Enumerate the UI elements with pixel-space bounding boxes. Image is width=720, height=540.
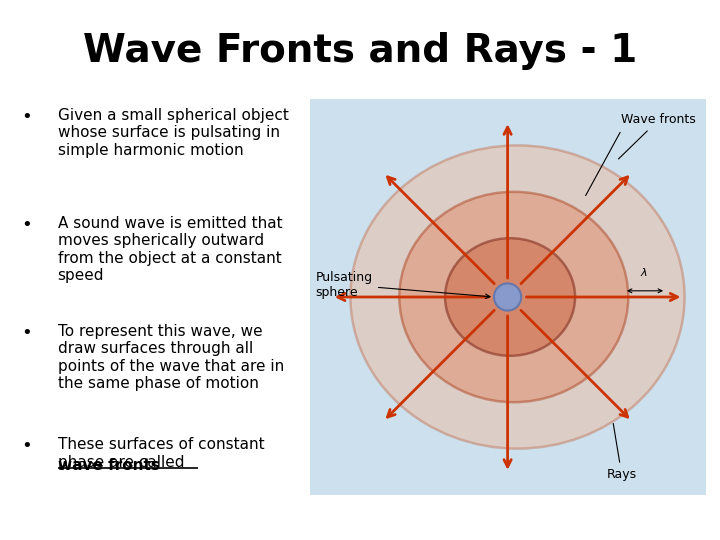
Text: •: • — [22, 324, 32, 342]
Text: Given a small spherical object
whose surface is pulsating in
simple harmonic mot: Given a small spherical object whose sur… — [58, 108, 289, 158]
Text: •: • — [22, 437, 32, 455]
Text: Rays: Rays — [606, 423, 636, 481]
Text: wave fronts: wave fronts — [58, 458, 159, 473]
Circle shape — [494, 284, 521, 310]
Text: Wave Fronts and Rays - 1: Wave Fronts and Rays - 1 — [83, 32, 637, 70]
Ellipse shape — [351, 145, 685, 449]
Text: λ: λ — [640, 268, 647, 279]
Text: •: • — [22, 108, 32, 126]
Ellipse shape — [400, 192, 629, 402]
Text: •: • — [22, 216, 32, 234]
Text: Pulsating
sphere: Pulsating sphere — [316, 271, 490, 299]
Text: Wave fronts: Wave fronts — [618, 113, 696, 159]
Text: To represent this wave, we
draw surfaces through all
points of the wave that are: To represent this wave, we draw surfaces… — [58, 324, 284, 391]
Text: These surfaces of constant
phase are called: These surfaces of constant phase are cal… — [58, 437, 264, 470]
Text: A sound wave is emitted that
moves spherically outward
from the object at a cons: A sound wave is emitted that moves spher… — [58, 216, 282, 283]
Ellipse shape — [445, 238, 575, 356]
